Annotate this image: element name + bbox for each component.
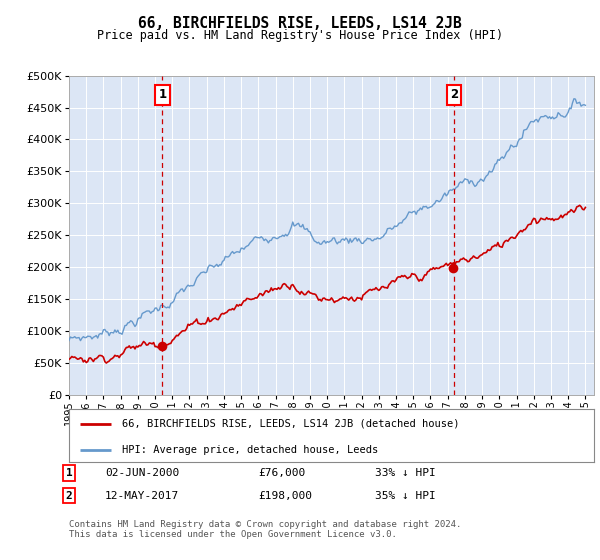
- Text: 35% ↓ HPI: 35% ↓ HPI: [375, 491, 436, 501]
- Text: 1: 1: [65, 468, 73, 478]
- Text: 66, BIRCHFIELDS RISE, LEEDS, LS14 2JB: 66, BIRCHFIELDS RISE, LEEDS, LS14 2JB: [138, 16, 462, 31]
- Text: 02-JUN-2000: 02-JUN-2000: [105, 468, 179, 478]
- Text: 33% ↓ HPI: 33% ↓ HPI: [375, 468, 436, 478]
- Text: 1: 1: [158, 88, 166, 101]
- Text: 2: 2: [65, 491, 73, 501]
- Text: HPI: Average price, detached house, Leeds: HPI: Average price, detached house, Leed…: [121, 445, 378, 455]
- Text: 12-MAY-2017: 12-MAY-2017: [105, 491, 179, 501]
- Text: Price paid vs. HM Land Registry's House Price Index (HPI): Price paid vs. HM Land Registry's House …: [97, 29, 503, 42]
- Text: Contains HM Land Registry data © Crown copyright and database right 2024.
This d: Contains HM Land Registry data © Crown c…: [69, 520, 461, 539]
- Text: 2: 2: [450, 88, 458, 101]
- Text: £198,000: £198,000: [258, 491, 312, 501]
- Text: £76,000: £76,000: [258, 468, 305, 478]
- Text: 66, BIRCHFIELDS RISE, LEEDS, LS14 2JB (detached house): 66, BIRCHFIELDS RISE, LEEDS, LS14 2JB (d…: [121, 419, 459, 429]
